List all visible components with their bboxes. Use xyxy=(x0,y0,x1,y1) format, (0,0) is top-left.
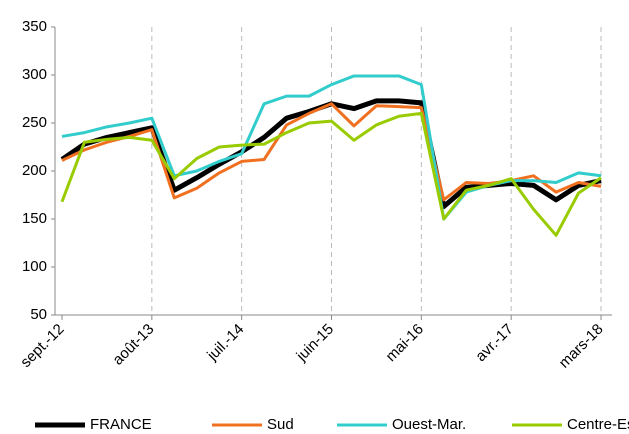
x-tick-label: juil.-14 xyxy=(203,321,247,365)
legend-label: Sud xyxy=(267,416,294,433)
series-line xyxy=(60,111,602,237)
y-tick-label: 300 xyxy=(22,66,47,83)
legend-label: Centre-Est xyxy=(567,416,629,433)
y-tick-label: 250 xyxy=(22,114,47,131)
x-tick-label: mars-18 xyxy=(556,321,607,372)
y-tick-label: 200 xyxy=(22,162,47,179)
x-tick-label: mai-16 xyxy=(383,321,427,365)
legend-label: FRANCE xyxy=(90,416,152,433)
y-tick-label: 350 xyxy=(22,18,47,35)
y-tick-label: 100 xyxy=(22,258,47,275)
y-tick-label: 50 xyxy=(30,306,47,323)
x-tick-label: août-13 xyxy=(109,321,157,369)
x-tick-label: avr.-17 xyxy=(472,321,516,365)
legend-label: Ouest-Mar. xyxy=(392,416,466,433)
x-tick-label: juin-15 xyxy=(293,321,338,366)
x-tick-label: sept.-12 xyxy=(17,321,67,371)
y-tick-label: 150 xyxy=(22,210,47,227)
